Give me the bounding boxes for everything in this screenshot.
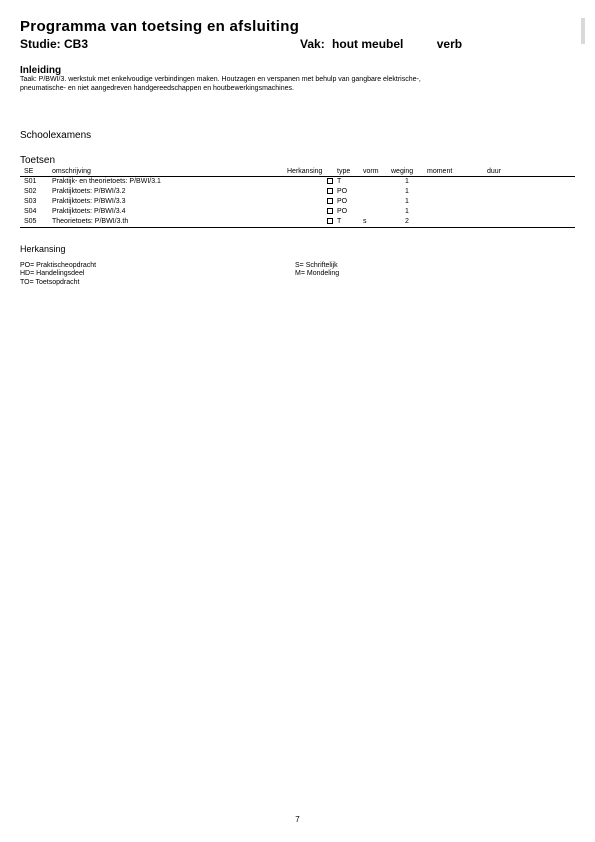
cell-weging: 1 xyxy=(389,187,425,197)
vak-verb: verb xyxy=(437,37,462,51)
legend-col-2: S= Schriftelijk M= Mondeling xyxy=(295,262,339,288)
cell-se: S02 xyxy=(20,187,50,197)
vak-value: hout meubel xyxy=(332,37,403,51)
legend-m: M= Mondeling xyxy=(295,270,339,279)
legend-col-1: PO= Praktischeopdracht HD= Handelingsdee… xyxy=(20,262,295,288)
col-type: type xyxy=(335,167,361,177)
page-content: Programma van toetsing en afsluiting Stu… xyxy=(0,0,595,288)
legend: PO= Praktischeopdracht HD= Handelingsdee… xyxy=(20,262,575,288)
table-row: S04 Praktijktoets: P/BWI/3.4 PO 1 xyxy=(20,207,575,217)
cell-herk xyxy=(285,207,335,217)
cell-duur xyxy=(485,207,575,217)
checkbox-icon xyxy=(327,188,333,194)
cell-se: S04 xyxy=(20,207,50,217)
cell-duur xyxy=(485,187,575,197)
cell-moment xyxy=(425,207,485,217)
page-number: 7 xyxy=(0,815,595,824)
toetsen-table: SE omschrijving Herkansing type vorm weg… xyxy=(20,167,575,228)
scrollbar-indicator xyxy=(581,18,585,44)
cell-vorm xyxy=(361,197,389,207)
legend-hd: HD= Handelingsdeel xyxy=(20,270,295,279)
cell-oms: Praktijk- en theorietoets: P/BWI/3.1 xyxy=(50,176,285,187)
cell-moment xyxy=(425,187,485,197)
cell-oms: Praktijktoets: P/BWI/3.2 xyxy=(50,187,285,197)
cell-weging: 1 xyxy=(389,207,425,217)
cell-moment xyxy=(425,176,485,187)
cell-se: S01 xyxy=(20,176,50,187)
inleiding-line-1: Taak: P/BWI/3. werkstuk met enkelvoudige… xyxy=(20,76,575,85)
legend-s: S= Schriftelijk xyxy=(295,262,339,271)
cell-duur xyxy=(485,176,575,187)
cell-oms: Praktijktoets: P/BWI/3.3 xyxy=(50,197,285,207)
cell-moment xyxy=(425,217,485,228)
checkbox-icon xyxy=(327,178,333,184)
inleiding-heading: Inleiding xyxy=(20,65,575,76)
col-se: SE xyxy=(20,167,50,177)
cell-type: PO xyxy=(335,197,361,207)
studie: Studie: CB3 xyxy=(20,37,300,51)
legend-to: TO= Toetsopdracht xyxy=(20,279,295,288)
col-moment: moment xyxy=(425,167,485,177)
cell-duur xyxy=(485,197,575,207)
vak: Vak: hout meubel verb xyxy=(300,37,462,51)
inleiding-body: Taak: P/BWI/3. werkstuk met enkelvoudige… xyxy=(20,76,575,94)
studie-value: CB3 xyxy=(64,37,88,51)
subheading-row: Studie: CB3 Vak: hout meubel verb xyxy=(20,37,575,51)
cell-oms: Praktijktoets: P/BWI/3.4 xyxy=(50,207,285,217)
cell-vorm xyxy=(361,187,389,197)
col-duur: duur xyxy=(485,167,575,177)
table-header-row: SE omschrijving Herkansing type vorm weg… xyxy=(20,167,575,177)
table-row: S01 Praktijk- en theorietoets: P/BWI/3.1… xyxy=(20,176,575,187)
cell-moment xyxy=(425,197,485,207)
cell-herk xyxy=(285,187,335,197)
cell-vorm xyxy=(361,207,389,217)
cell-weging: 1 xyxy=(389,197,425,207)
col-oms: omschrijving xyxy=(50,167,285,177)
cell-duur xyxy=(485,217,575,228)
cell-type: T xyxy=(335,176,361,187)
studie-label: Studie: xyxy=(20,37,61,51)
cell-vorm: s xyxy=(361,217,389,228)
cell-vorm xyxy=(361,176,389,187)
schoolexamens-heading: Schoolexamens xyxy=(20,130,575,141)
toetsen-heading: Toetsen xyxy=(20,155,575,166)
cell-oms: Theorietoets: P/BWI/3.th xyxy=(50,217,285,228)
col-herk: Herkansing xyxy=(285,167,335,177)
table-row: S03 Praktijktoets: P/BWI/3.3 PO 1 xyxy=(20,197,575,207)
table-row: S05 Theorietoets: P/BWI/3.th T s 2 xyxy=(20,217,575,228)
cell-type: PO xyxy=(335,187,361,197)
herkansing-heading: Herkansing xyxy=(20,244,575,254)
cell-herk xyxy=(285,197,335,207)
vak-label: Vak: xyxy=(300,37,325,51)
inleiding-line-2: pneumatische- en niet aangedreven handge… xyxy=(20,85,575,94)
cell-type: T xyxy=(335,217,361,228)
col-weging: weging xyxy=(389,167,425,177)
doc-title: Programma van toetsing en afsluiting xyxy=(20,18,575,35)
cell-se: S03 xyxy=(20,197,50,207)
checkbox-icon xyxy=(327,208,333,214)
cell-weging: 1 xyxy=(389,176,425,187)
checkbox-icon xyxy=(327,218,333,224)
legend-po: PO= Praktischeopdracht xyxy=(20,262,295,271)
checkbox-icon xyxy=(327,198,333,204)
table-row: S02 Praktijktoets: P/BWI/3.2 PO 1 xyxy=(20,187,575,197)
cell-type: PO xyxy=(335,207,361,217)
cell-herk xyxy=(285,217,335,228)
cell-herk xyxy=(285,176,335,187)
cell-se: S05 xyxy=(20,217,50,228)
cell-weging: 2 xyxy=(389,217,425,228)
col-vorm: vorm xyxy=(361,167,389,177)
